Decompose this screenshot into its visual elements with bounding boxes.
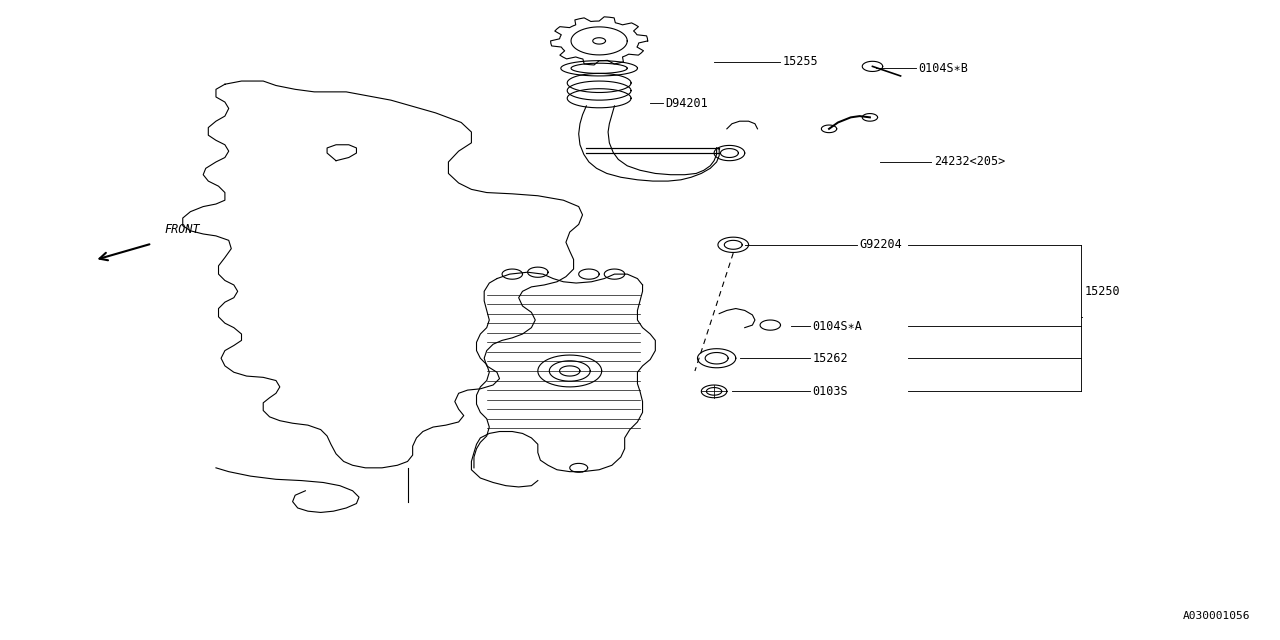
Text: 24232<205>: 24232<205> [934, 156, 1005, 168]
Text: D94201: D94201 [666, 97, 708, 110]
Text: 0103S: 0103S [813, 385, 849, 398]
Text: G92204: G92204 [860, 238, 902, 252]
Text: 0104S∗A: 0104S∗A [813, 320, 863, 333]
Text: A030001056: A030001056 [1183, 611, 1251, 621]
Text: 15255: 15255 [783, 56, 819, 68]
Text: 0104S∗B: 0104S∗B [919, 62, 968, 75]
Text: FRONT: FRONT [165, 223, 201, 236]
Text: 15262: 15262 [813, 352, 849, 365]
Text: 15250: 15250 [1084, 285, 1120, 298]
